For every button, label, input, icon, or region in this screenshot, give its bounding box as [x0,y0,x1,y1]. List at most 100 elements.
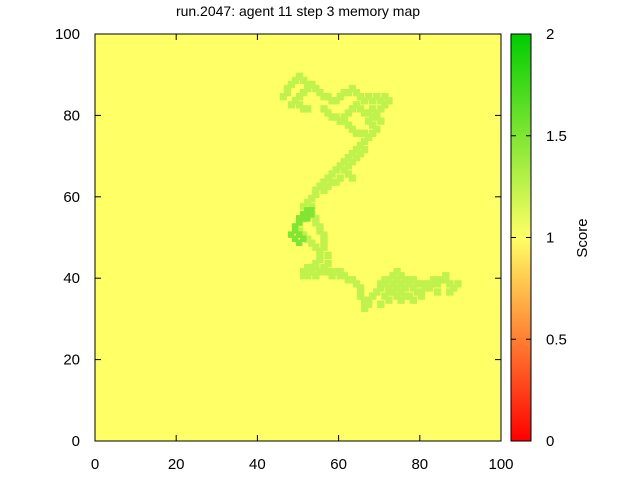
heatmap-cell [304,263,312,272]
heatmap-cell [356,105,365,113]
heatmap-cell [356,93,365,101]
heatmap-cell [324,251,332,260]
heatmap-cell [328,170,336,178]
heatmap-cell [324,182,332,190]
heatmap-cell [291,97,300,105]
heatmap-cell [324,268,332,276]
heatmap-cell-high [287,231,295,238]
heatmap-cell-high [295,231,303,238]
heatmap-cell [300,105,308,113]
heatmap-cell [389,272,397,280]
heatmap-cell [300,76,308,85]
heatmap-cell [312,259,320,268]
heatmap-cell [389,280,397,288]
heatmap-cell-high [308,211,315,218]
heatmap-cell [340,166,348,174]
heatmap-cell [364,93,373,101]
heatmap-cell [348,276,357,284]
x-tick-label: 80 [411,456,428,473]
heatmap-cell [312,272,320,280]
heatmap-cell [434,276,442,284]
heatmap-cell-high [304,206,311,214]
heatmap-cell [381,276,389,284]
heatmap-cell [364,117,373,125]
heatmap-cell [295,101,304,109]
heatmap-cell [312,263,320,272]
heatmap-cell [348,158,357,166]
heatmap-cell [312,186,320,194]
heatmap-cell [336,268,344,276]
y-tick-label: 20 [63,352,80,369]
heatmap-cell [308,263,316,272]
heatmap-cell [344,170,352,178]
heatmap-cell [377,280,385,288]
heatmap-cell [429,280,438,288]
heatmap-cell [295,72,304,80]
heatmap-cell [381,93,389,101]
heatmap-cell [369,292,377,300]
heatmap-cell [316,251,324,260]
plot-border [94,33,502,442]
heatmap-cell [454,280,462,288]
heatmap-cell [373,109,381,117]
heatmap-cell [397,288,405,296]
colorbar-tick-label: 0.5 [546,331,567,348]
heatmap-cell [360,109,369,117]
colorbar-tick-label: 1.5 [546,128,567,145]
heatmap-cell [381,280,389,288]
heatmap-cell [405,292,413,300]
heatmap-cell-high [295,215,303,222]
heatmap-cell [405,280,413,288]
heatmap-cell [377,97,385,105]
heatmap-cell [320,186,328,194]
heatmap-cell [328,272,336,280]
x-tick-label: 20 [168,456,185,473]
heatmap-cell [320,263,328,272]
heatmap-cell [434,280,442,288]
chart-title: run.2047: agent 11 step 3 memory map [176,3,420,19]
heatmap-cell [316,223,324,231]
heatmap-cell [356,292,365,300]
heatmap-cell [397,280,405,288]
heatmap-cell [312,84,320,93]
heatmap-cell [438,276,446,284]
heatmap-cell [316,227,324,235]
heatmap-cell [300,231,308,239]
heatmap-cell-high [295,239,303,247]
heatmap-cell [295,227,304,235]
heatmap-cell-high [308,206,315,214]
heatmap-cell [385,296,393,304]
heatmap-cell [312,215,320,223]
heatmap-cell [377,117,385,125]
heatmap-cell [369,129,377,137]
heatmap-cell [393,292,401,300]
heatmap-cell [336,272,344,280]
heatmap-cell [304,80,312,89]
heatmap-cell [389,288,397,296]
heatmap-cell [352,145,361,154]
heatmap-cell [340,272,348,280]
heatmap-cell [385,276,393,284]
heatmap-cell [304,84,312,93]
heatmap-cell [316,88,324,97]
heatmap-cell [385,284,393,292]
heatmap-cell [344,162,352,170]
heatmap-cell [344,154,352,162]
heatmap-cell [304,235,312,243]
heatmap-cell [369,121,377,129]
heatmap-cell [364,300,373,308]
heatmap-cell [348,149,357,158]
y-tick-label: 0 [72,433,80,450]
heatmap-cell [332,113,340,121]
heatmap-cell [373,113,381,121]
heatmap-cell [381,101,389,109]
heatmap-cell [352,280,361,288]
heatmap-cell [393,268,401,276]
heatmap-cell [279,93,288,101]
heatmap-cell [295,93,304,101]
heatmap-cell [360,137,369,146]
heatmap-cell-high [300,211,307,218]
y-tick-label: 100 [55,26,80,43]
colorbar-tick-label: 1 [546,230,554,247]
heatmap-cell [344,88,352,97]
